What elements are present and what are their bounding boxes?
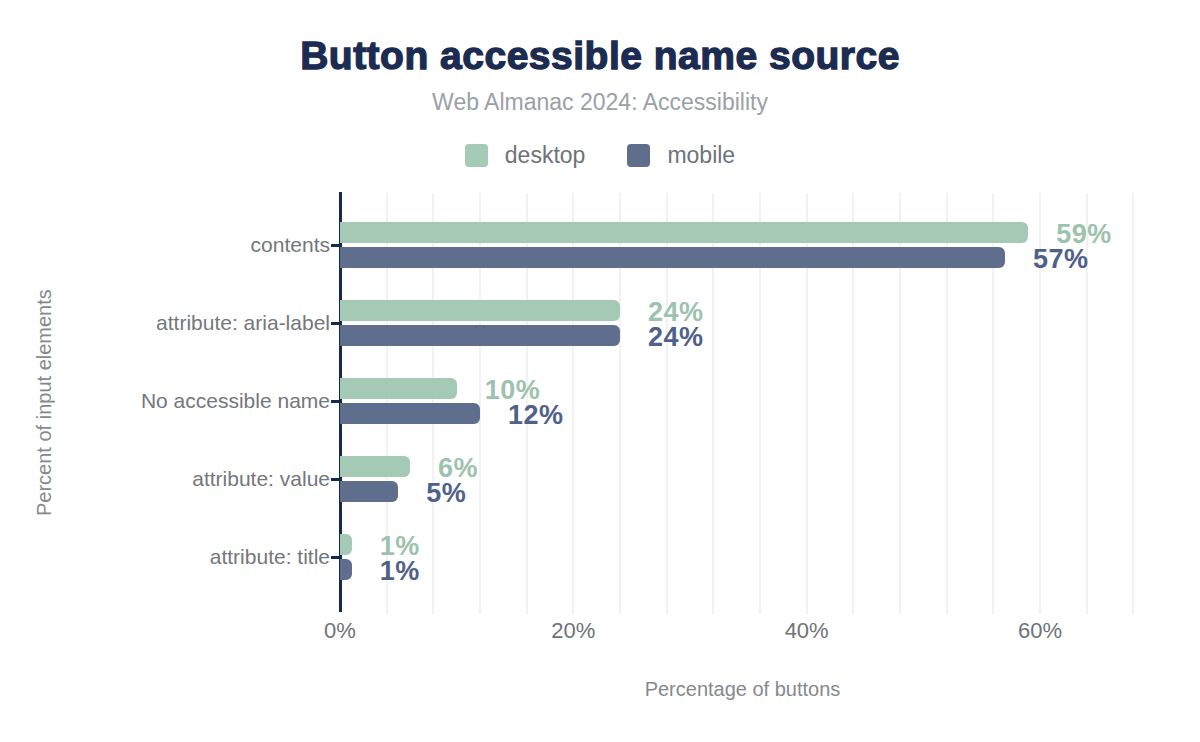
category-label: No accessible name: [20, 389, 330, 413]
bar-desktop[interactable]: [340, 534, 352, 555]
category-label: attribute: value: [20, 467, 330, 491]
bar-desktop[interactable]: [340, 222, 1028, 243]
category-tick: [331, 400, 339, 403]
y-axis-title: Percent of input elements: [30, 195, 58, 610]
category-tick: [331, 556, 339, 559]
chart-subtitle: Web Almanac 2024: Accessibility: [0, 89, 1200, 116]
legend-swatch-desktop-icon: [465, 144, 488, 167]
plot-area: contents59%57%attribute: aria-label24%24…: [340, 195, 1145, 610]
x-tick-label: 20%: [551, 618, 595, 644]
bar-desktop[interactable]: [340, 300, 620, 321]
legend-swatch-mobile-icon: [627, 144, 650, 167]
legend-label-desktop: desktop: [505, 142, 586, 169]
bar-desktop[interactable]: [340, 456, 410, 477]
legend: desktop mobile: [0, 142, 1200, 169]
chart-title: Button accessible name source: [0, 34, 1200, 78]
legend-label-mobile: mobile: [667, 142, 735, 169]
x-tick-label: 40%: [785, 618, 829, 644]
bar-desktop[interactable]: [340, 378, 457, 399]
category-label: attribute: aria-label: [20, 311, 330, 335]
category-tick: [331, 478, 339, 481]
category-label: contents: [20, 233, 330, 257]
value-label-mobile: 1%: [380, 555, 420, 586]
bar-mobile[interactable]: [340, 559, 352, 580]
category-tick: [331, 244, 339, 247]
bar-mobile[interactable]: [340, 247, 1005, 268]
x-axis-title: Percentage of buttons: [340, 678, 1145, 701]
legend-item-desktop[interactable]: desktop: [465, 142, 586, 169]
legend-item-mobile[interactable]: mobile: [627, 142, 735, 169]
category-label: attribute: title: [20, 545, 330, 569]
value-label-mobile: 12%: [508, 399, 564, 430]
value-label-mobile: 24%: [648, 321, 704, 352]
bar-mobile[interactable]: [340, 325, 620, 346]
bar-mobile[interactable]: [340, 403, 480, 424]
chart: Button accessible name source Web Almana…: [0, 0, 1200, 742]
x-tick-label: 0%: [324, 618, 356, 644]
category-tick: [331, 322, 339, 325]
value-label-mobile: 5%: [426, 477, 466, 508]
x-tick-label: 60%: [1018, 618, 1062, 644]
gridline: [1132, 193, 1134, 614]
bar-mobile[interactable]: [340, 481, 398, 502]
value-label-mobile: 57%: [1033, 243, 1089, 274]
